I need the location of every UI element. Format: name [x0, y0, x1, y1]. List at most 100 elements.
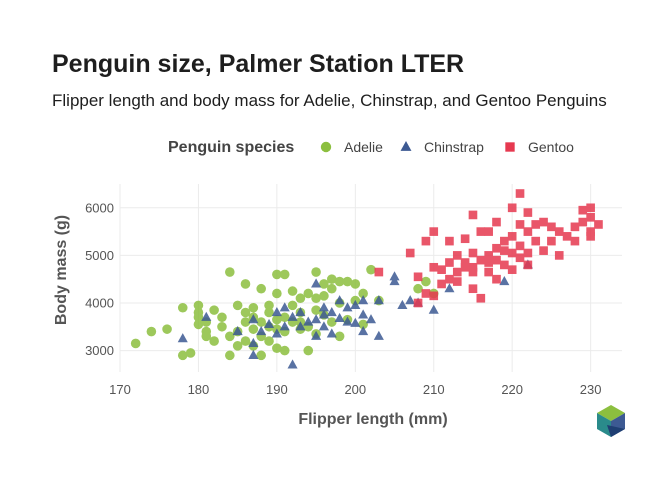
- data-point: [201, 331, 212, 342]
- data-point: [311, 330, 322, 340]
- data-point: [594, 220, 603, 229]
- data-point: [303, 316, 314, 326]
- x-axis-title: Flipper length (mm): [298, 411, 447, 428]
- data-point: [272, 314, 282, 325]
- data-point: [232, 300, 243, 311]
- data-point: [452, 267, 462, 277]
- legend-marker-adelie: [320, 141, 332, 153]
- data-point: [256, 350, 266, 361]
- data-point: [264, 300, 274, 311]
- data-point: [444, 283, 455, 293]
- data-point: [232, 341, 243, 351]
- data-point: [515, 241, 525, 251]
- data-point: [217, 321, 227, 332]
- data-point: [177, 333, 188, 343]
- data-point: [554, 227, 564, 236]
- data-point: [515, 220, 525, 229]
- data-point: [279, 345, 290, 356]
- data-point: [539, 217, 548, 227]
- data-point: [365, 314, 377, 324]
- data-point: [437, 279, 446, 289]
- data-point: [460, 262, 470, 272]
- data-point: [539, 246, 548, 255]
- data-point: [350, 279, 361, 289]
- legend-label-gentoo: Gentoo: [528, 139, 574, 155]
- data-point: [193, 312, 204, 323]
- data-point: [492, 255, 501, 265]
- data-point: [358, 288, 368, 299]
- data-point: [225, 331, 235, 342]
- legend-label-adelie: Adelie: [344, 139, 383, 155]
- data-point: [279, 269, 290, 280]
- data-point: [476, 227, 486, 236]
- data-point: [279, 312, 290, 323]
- data-point: [287, 311, 298, 321]
- data-point: [460, 234, 470, 244]
- data-points: [130, 189, 603, 369]
- data-point: [476, 255, 486, 265]
- data-point: [358, 309, 369, 319]
- data-point: [492, 274, 501, 284]
- data-point: [311, 305, 321, 315]
- data-point: [413, 272, 423, 282]
- data-point: [295, 306, 306, 317]
- axis-ticks: 170 180 190 200 210 220 230 3000 4000 5000 6000: [85, 200, 601, 397]
- data-point: [287, 286, 298, 296]
- data-point: [311, 267, 321, 277]
- data-point: [500, 246, 509, 255]
- data-point: [507, 265, 517, 274]
- data-point: [232, 326, 243, 336]
- data-point: [256, 326, 267, 336]
- x-tick-label: 170: [109, 382, 131, 397]
- data-point: [271, 328, 282, 338]
- data-point: [272, 269, 282, 280]
- data-point: [397, 299, 408, 309]
- data-point: [209, 336, 219, 346]
- data-point: [311, 278, 322, 288]
- y-tick-label: 5000: [85, 248, 114, 263]
- data-point: [334, 276, 345, 287]
- data-point: [146, 326, 157, 337]
- data-point: [319, 291, 329, 301]
- data-point: [515, 189, 525, 198]
- legend-title: Penguin species: [168, 139, 294, 156]
- data-point: [248, 324, 259, 334]
- data-point: [326, 306, 337, 317]
- data-point: [366, 264, 376, 275]
- data-point: [429, 227, 439, 236]
- data-point: [445, 258, 454, 267]
- data-point: [468, 262, 478, 272]
- data-point: [413, 298, 423, 308]
- data-point: [523, 248, 533, 258]
- data-point: [373, 295, 384, 305]
- data-point: [240, 336, 251, 346]
- data-point: [468, 210, 478, 220]
- data-point: [263, 318, 275, 329]
- data-point: [578, 217, 588, 227]
- data-point: [428, 304, 439, 314]
- data-point: [318, 321, 329, 331]
- data-point: [405, 248, 415, 258]
- legend: Penguin species Adelie Chinstrap Gentoo: [168, 139, 574, 156]
- data-point: [492, 217, 501, 227]
- series-adelie: [130, 264, 439, 361]
- data-point: [586, 203, 595, 213]
- data-point: [562, 232, 572, 241]
- x-tick-label: 180: [188, 382, 210, 397]
- x-tick-label: 220: [501, 382, 523, 397]
- data-point: [272, 343, 282, 354]
- data-point: [264, 336, 274, 346]
- data-point: [484, 227, 493, 236]
- data-point: [342, 302, 353, 312]
- data-point: [578, 205, 588, 215]
- data-point: [248, 337, 259, 348]
- data-point: [570, 222, 580, 232]
- data-point: [523, 260, 533, 270]
- data-point: [350, 299, 361, 309]
- data-point: [421, 276, 431, 287]
- data-point: [405, 295, 416, 305]
- data-point: [130, 338, 141, 349]
- y-tick-label: 3000: [85, 343, 114, 358]
- data-point: [240, 279, 251, 289]
